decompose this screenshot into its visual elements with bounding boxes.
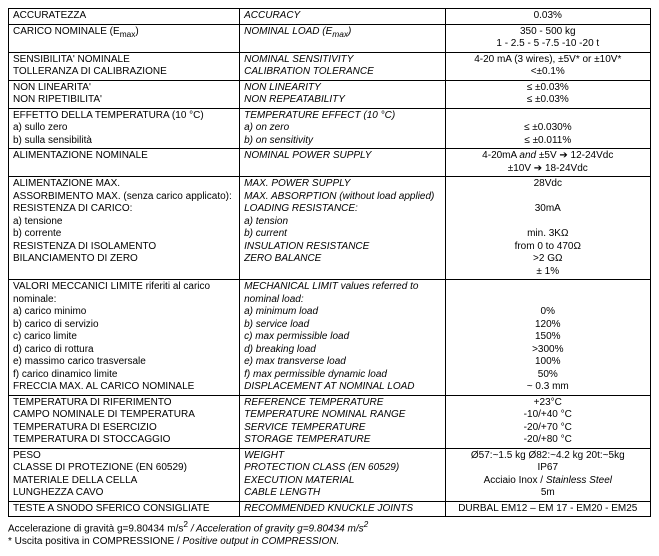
spec-value: 4-20 mA (3 wires), ±5V* or ±10V*<±0.1% [445, 52, 650, 80]
spec-value: ≤ ±0.03%≤ ±0.03% [445, 80, 650, 108]
table-row: PESOCLASSE DI PROTEZIONE (EN 60529)MATER… [9, 448, 651, 501]
spec-label-en: NOMINAL POWER SUPPLY [240, 149, 445, 177]
spec-value: 350 - 500 kg1 - 2.5 - 5 -7.5 -10 -20 t [445, 24, 650, 52]
spec-label-it: VALORI MECCANICI LIMITE riferiti al cari… [9, 280, 240, 396]
spec-label-en: RECOMMENDED KNUCKLE JOINTS [240, 501, 445, 517]
spec-value: DURBAL EM12 – EM 17 - EM20 - EM25 [445, 501, 650, 517]
table-row: TESTE A SNODO SFERICO CONSIGLIATERECOMME… [9, 501, 651, 517]
spec-label-en: REFERENCE TEMPERATURETEMPERATURE NOMINAL… [240, 395, 445, 448]
spec-label-it: EFFETTO DELLA TEMPERATURA (10 °C)a) sull… [9, 108, 240, 149]
spec-label-it: TEMPERATURA DI RIFERIMENTOCAMPO NOMINALE… [9, 395, 240, 448]
spec-value: 28Vdc30mAmin. 3KΩfrom 0 to 470Ω>2 GΩ± 1% [445, 177, 650, 280]
footnote-gravity-en: / Acceleration of gravity g=9.80434 m/s [191, 523, 364, 534]
spec-label-it: ALIMENTAZIONE MAX.ASSORBIMENTO MAX. (sen… [9, 177, 240, 280]
spec-label-it: NON LINEARITA'NON RIPETIBILITA' [9, 80, 240, 108]
table-row: NON LINEARITA'NON RIPETIBILITA'NON LINEA… [9, 80, 651, 108]
spec-label-en: TEMPERATURE EFFECT (10 °C)a) on zerob) o… [240, 108, 445, 149]
table-row: VALORI MECCANICI LIMITE riferiti al cari… [9, 280, 651, 396]
spec-label-it: ACCURATEZZA [9, 9, 240, 25]
spec-label-en: NOMINAL LOAD (Emax) [240, 24, 445, 52]
table-row: CARICO NOMINALE (Emax)NOMINAL LOAD (Emax… [9, 24, 651, 52]
spec-value: ≤ ±0.030%≤ ±0.011% [445, 108, 650, 149]
table-row: SENSIBILITA' NOMINALETOLLERANZA DI CALIB… [9, 52, 651, 80]
spec-label-it: PESOCLASSE DI PROTEZIONE (EN 60529)MATER… [9, 448, 240, 501]
spec-label-en: ACCURACY [240, 9, 445, 25]
footnotes: Accelerazione di gravità g=9.80434 m/s2 … [8, 519, 651, 548]
spec-table: ACCURATEZZAACCURACY0.03%CARICO NOMINALE … [8, 8, 651, 517]
spec-label-en: WEIGHTPROTECTION CLASS (EN 60529)EXECUTI… [240, 448, 445, 501]
spec-value: 4-20mA and ±5V ➔ 12-24Vdc±10V ➔ 18-24Vdc [445, 149, 650, 177]
spec-label-it: SENSIBILITA' NOMINALETOLLERANZA DI CALIB… [9, 52, 240, 80]
table-row: ACCURATEZZAACCURACY0.03% [9, 9, 651, 25]
spec-label-en: MAX. POWER SUPPLYMAX. ABSORPTION (withou… [240, 177, 445, 280]
spec-value: 0%120%150%>300%100%50%~ 0.3 mm [445, 280, 650, 396]
table-row: EFFETTO DELLA TEMPERATURA (10 °C)a) sull… [9, 108, 651, 149]
spec-value: +23°C-10/+40 °C-20/+70 °C-20/+80 °C [445, 395, 650, 448]
footnote-gravity-it: Accelerazione di gravità g=9.80434 m/s [8, 523, 183, 534]
spec-label-en: NOMINAL SENSITIVITYCALIBRATION TOLERANCE [240, 52, 445, 80]
table-row: ALIMENTAZIONE MAX.ASSORBIMENTO MAX. (sen… [9, 177, 651, 280]
table-row: TEMPERATURA DI RIFERIMENTOCAMPO NOMINALE… [9, 395, 651, 448]
spec-value: 0.03% [445, 9, 650, 25]
spec-label-en: NON LINEARITYNON REPEATABILITY [240, 80, 445, 108]
spec-label-it: CARICO NOMINALE (Emax) [9, 24, 240, 52]
spec-label-en: MECHANICAL LIMIT values referred to nomi… [240, 280, 445, 396]
spec-label-it: ALIMENTAZIONE NOMINALE [9, 149, 240, 177]
spec-label-it: TESTE A SNODO SFERICO CONSIGLIATE [9, 501, 240, 517]
spec-value: Ø57:~1.5 kg Ø82:~4.2 kg 20t:~5kgIP67Acci… [445, 448, 650, 501]
table-row: ALIMENTAZIONE NOMINALENOMINAL POWER SUPP… [9, 149, 651, 177]
